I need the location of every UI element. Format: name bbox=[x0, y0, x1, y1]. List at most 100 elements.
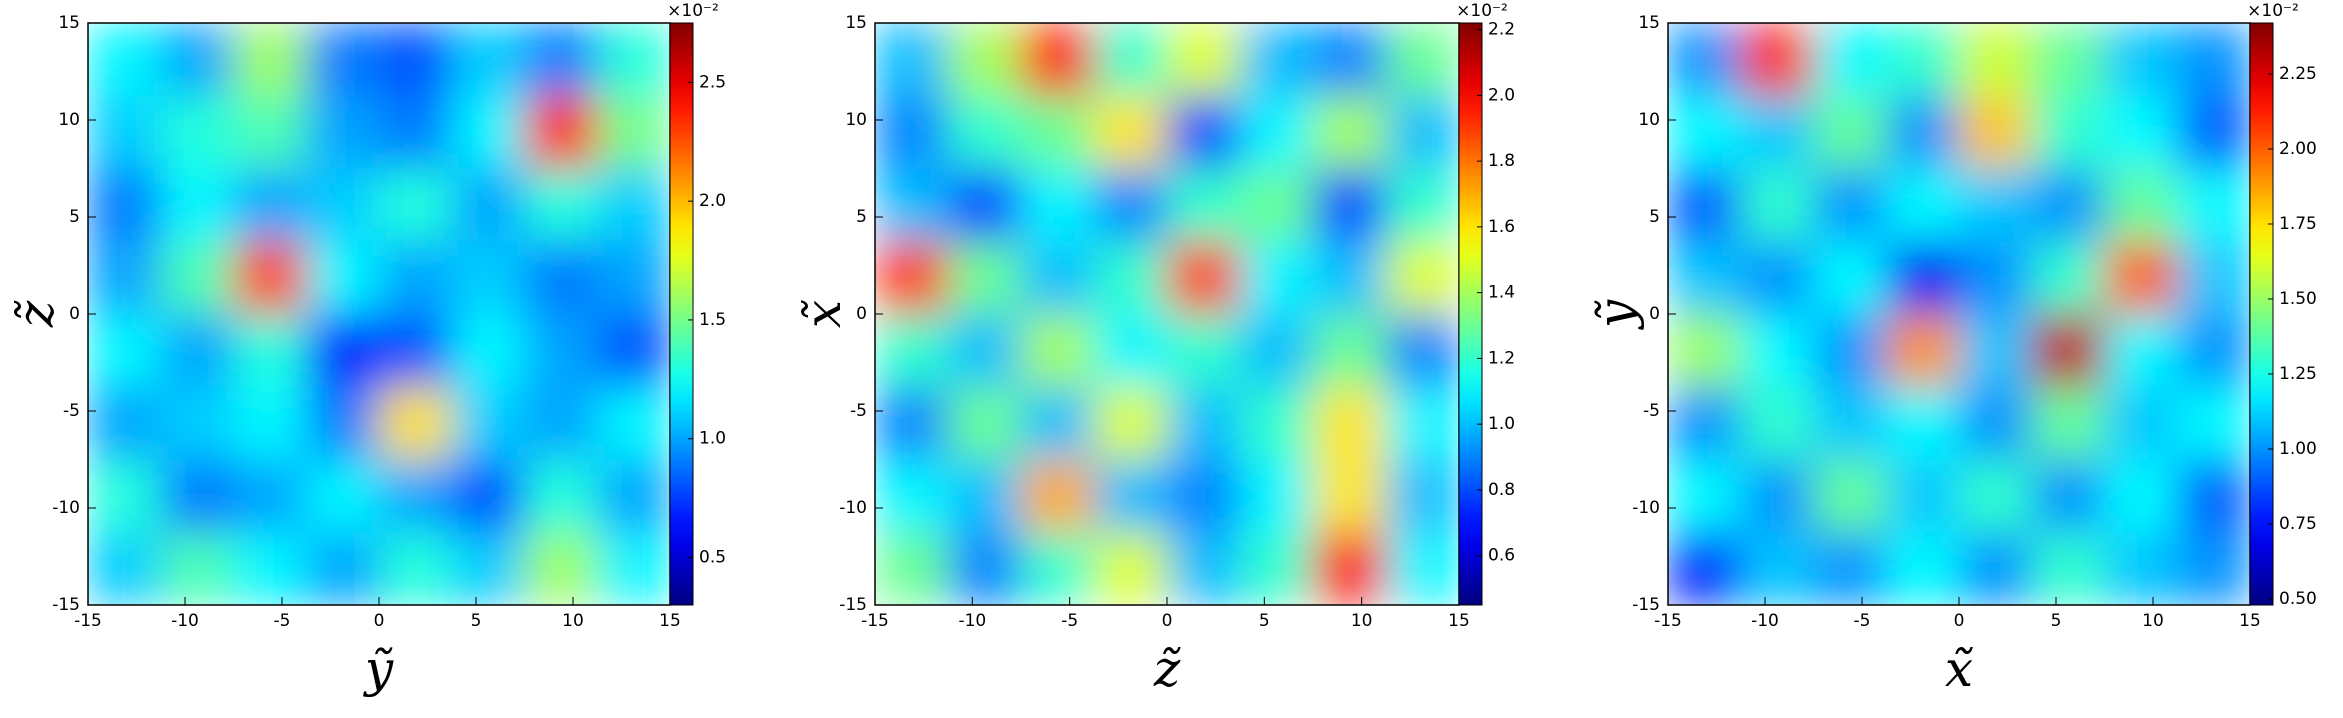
heatmap-cell bbox=[233, 241, 307, 315]
y-tick-label: 15 bbox=[845, 13, 867, 33]
heatmap-cell bbox=[2031, 386, 2105, 460]
x-tick-label: 15 bbox=[2239, 611, 2261, 631]
heatmap-cell bbox=[1886, 23, 1960, 97]
heatmap-cell bbox=[379, 459, 453, 533]
heatmap-cell bbox=[597, 459, 670, 533]
heatmap-cell bbox=[1167, 459, 1241, 533]
heatmap-cell bbox=[233, 386, 307, 460]
x-tick-label: -15 bbox=[74, 611, 102, 631]
heatmap-cell bbox=[1668, 241, 1742, 315]
colorbar-tick-label: 1.4 bbox=[1488, 283, 1515, 303]
x-tick-label: 5 bbox=[1259, 611, 1270, 631]
heatmap-cell bbox=[948, 23, 1022, 97]
heatmap-cell bbox=[1386, 314, 1459, 388]
heatmap-cell bbox=[88, 314, 162, 388]
heatmap-cell bbox=[379, 386, 453, 460]
x-tick-label: 0 bbox=[1954, 611, 1965, 631]
heatmap-cell bbox=[1740, 386, 1814, 460]
heatmap-cell bbox=[1094, 386, 1168, 460]
heatmap-cell bbox=[1167, 168, 1241, 242]
heatmap-cell bbox=[524, 168, 598, 242]
heatmap-cell bbox=[1740, 241, 1814, 315]
heatmap-cell bbox=[2104, 23, 2178, 97]
y-axis-label: z̃ bbox=[7, 300, 65, 328]
y-tick-label: 0 bbox=[1649, 304, 1660, 324]
colorbar-tick-label: 0.75 bbox=[2279, 514, 2317, 534]
colorbar-tick-label: 1.50 bbox=[2279, 289, 2317, 309]
heatmap-cell bbox=[2104, 168, 2178, 242]
x-tick-label: 0 bbox=[374, 611, 385, 631]
heatmap-cell bbox=[1094, 168, 1168, 242]
heatmap-cell bbox=[88, 168, 162, 242]
heatmap-cell bbox=[88, 241, 162, 315]
y-tick-label: 0 bbox=[856, 304, 867, 324]
heatmap-cell bbox=[306, 168, 380, 242]
heatmap-cell bbox=[160, 241, 234, 315]
heatmap-cells bbox=[88, 23, 670, 605]
heatmap-cell bbox=[1740, 532, 1814, 605]
heatmap-cell bbox=[1021, 95, 1095, 169]
colorbar-tick-label: 0.8 bbox=[1488, 480, 1515, 500]
heatmap-cell bbox=[1886, 459, 1960, 533]
heatmap-cell bbox=[1386, 168, 1459, 242]
heatmap-cell bbox=[1959, 23, 2033, 97]
heatmap-cell bbox=[597, 241, 670, 315]
heatmap-cell bbox=[1886, 386, 1960, 460]
colorbar-scale: ×10⁻² bbox=[667, 1, 719, 21]
colorbar-tick-label: 1.00 bbox=[2279, 439, 2317, 459]
heatmap-cell bbox=[2031, 314, 2105, 388]
heatmap-cell bbox=[451, 241, 525, 315]
x-tick-label: 15 bbox=[1448, 611, 1470, 631]
y-tick-label: -5 bbox=[1643, 401, 1660, 421]
heatmap-cell bbox=[597, 168, 670, 242]
heatmap-cell bbox=[1313, 314, 1387, 388]
x-tick-label: 10 bbox=[2142, 611, 2164, 631]
heatmap-cell bbox=[1313, 168, 1387, 242]
heatmap-cell bbox=[1167, 23, 1241, 97]
heatmap-cell bbox=[1740, 459, 1814, 533]
heatmap-cell bbox=[379, 168, 453, 242]
heatmap-cell bbox=[524, 95, 598, 169]
heatmap-cell bbox=[1813, 459, 1887, 533]
x-tick-label: -10 bbox=[1751, 611, 1779, 631]
heatmap-cell bbox=[1886, 241, 1960, 315]
heatmap-cell bbox=[306, 241, 380, 315]
heatmap-cell bbox=[2031, 532, 2105, 605]
heatmap-cell bbox=[306, 95, 380, 169]
x-tick-label: -15 bbox=[1654, 611, 1682, 631]
heatmap-cell bbox=[2177, 95, 2250, 169]
heatmap-cell bbox=[1094, 459, 1168, 533]
heatmap-cell bbox=[1021, 23, 1095, 97]
heatmap-cell bbox=[1959, 241, 2033, 315]
y-tick-label: -15 bbox=[52, 595, 80, 615]
heatmap-cell bbox=[2177, 241, 2250, 315]
heatmap-cell bbox=[88, 23, 162, 97]
heatmap-cell bbox=[88, 386, 162, 460]
heatmap-cell bbox=[233, 95, 307, 169]
heatmap-cell bbox=[1813, 95, 1887, 169]
y-tick-label: 15 bbox=[1638, 13, 1660, 33]
y-axis-label: ỹ bbox=[1587, 299, 1645, 330]
heatmap-cell bbox=[1021, 386, 1095, 460]
heatmap-cell bbox=[948, 459, 1022, 533]
heatmap-cell bbox=[1740, 168, 1814, 242]
heatmap-cell bbox=[524, 459, 598, 533]
heatmap-cell bbox=[1021, 459, 1095, 533]
heatmap-cell bbox=[451, 23, 525, 97]
heatmap-cell bbox=[1313, 23, 1387, 97]
heatmap-cell bbox=[1386, 386, 1459, 460]
heatmap-cell bbox=[1386, 241, 1459, 315]
heatmap-cell bbox=[1313, 459, 1387, 533]
heatmap-cell bbox=[306, 532, 380, 605]
heatmap-cell bbox=[1167, 386, 1241, 460]
heatmap-cell bbox=[597, 95, 670, 169]
colorbar-tick-label: 0.5 bbox=[699, 547, 726, 567]
y-tick-label: 5 bbox=[69, 207, 80, 227]
heatmap-cell bbox=[1886, 95, 1960, 169]
heatmap-cell bbox=[1959, 314, 2033, 388]
x-tick-label: -5 bbox=[274, 611, 291, 631]
heatmap-cell bbox=[2031, 23, 2105, 97]
y-tick-label: 10 bbox=[1638, 110, 1660, 130]
heatmap-cell bbox=[379, 314, 453, 388]
